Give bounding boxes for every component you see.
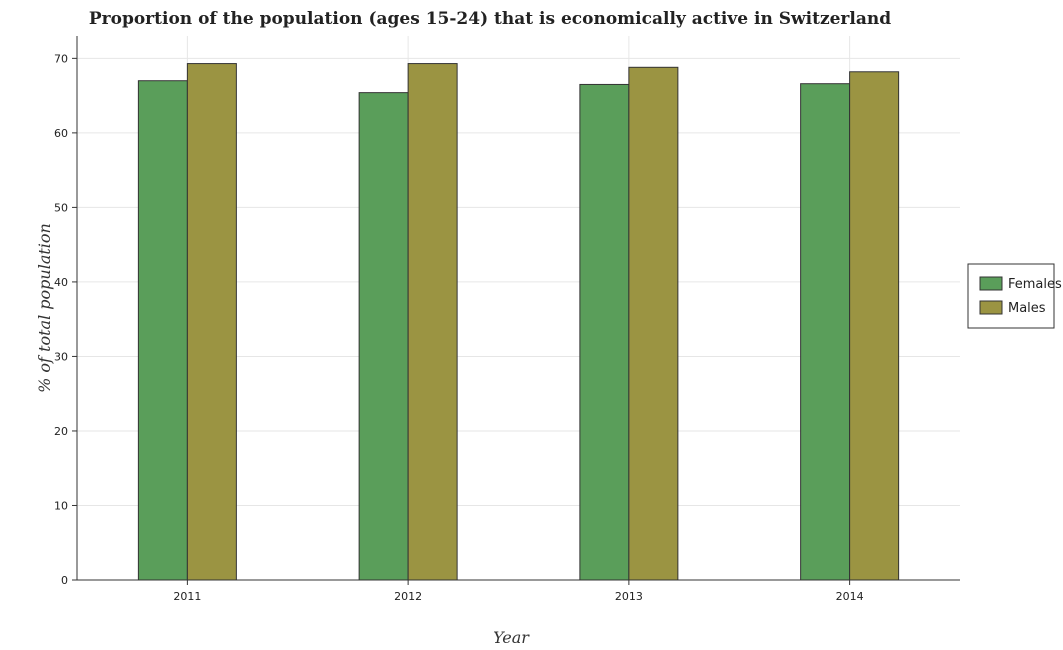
bar-males-2011 bbox=[186, 63, 237, 581]
legend: Females Males bbox=[967, 263, 1062, 329]
tick-labels: 0 10 20 30 40 50 60 70 2011 2012 2013 2014 bbox=[54, 52, 864, 603]
bars bbox=[137, 63, 900, 581]
legend-label-males: Males bbox=[1008, 301, 1046, 316]
bar-females-2014 bbox=[800, 83, 851, 581]
bar-females-2012 bbox=[358, 92, 409, 581]
y-tick-label: 70 bbox=[54, 52, 68, 65]
bar-females-2011 bbox=[137, 80, 188, 581]
x-tick-label: 2011 bbox=[173, 590, 201, 603]
bar-males-2012 bbox=[407, 63, 458, 581]
x-tick-label: 2012 bbox=[394, 590, 422, 603]
x-axis-label: Year bbox=[493, 628, 530, 647]
y-tick-label: 40 bbox=[54, 276, 68, 289]
bar-males-2014 bbox=[849, 71, 900, 581]
legend-box bbox=[967, 263, 1055, 329]
x-tick-label: 2014 bbox=[836, 590, 864, 603]
bar-females-2013 bbox=[579, 83, 630, 581]
y-tick-label: 30 bbox=[54, 350, 68, 363]
y-tick-label: 60 bbox=[54, 127, 68, 140]
legend-label-females: Females bbox=[1008, 277, 1062, 292]
y-axis-label: % of total population bbox=[35, 223, 54, 393]
legend-swatch-males bbox=[979, 300, 1003, 315]
y-tick-label: 20 bbox=[54, 425, 68, 438]
y-tick-label: 0 bbox=[61, 574, 68, 587]
x-tick-label: 2013 bbox=[615, 590, 643, 603]
bar-males-2013 bbox=[628, 66, 679, 581]
chart-title: Proportion of the population (ages 15-24… bbox=[89, 9, 891, 29]
y-tick-label: 10 bbox=[54, 499, 68, 512]
legend-swatch-females bbox=[979, 276, 1003, 291]
axes bbox=[72, 36, 960, 585]
y-tick-label: 50 bbox=[54, 201, 68, 214]
